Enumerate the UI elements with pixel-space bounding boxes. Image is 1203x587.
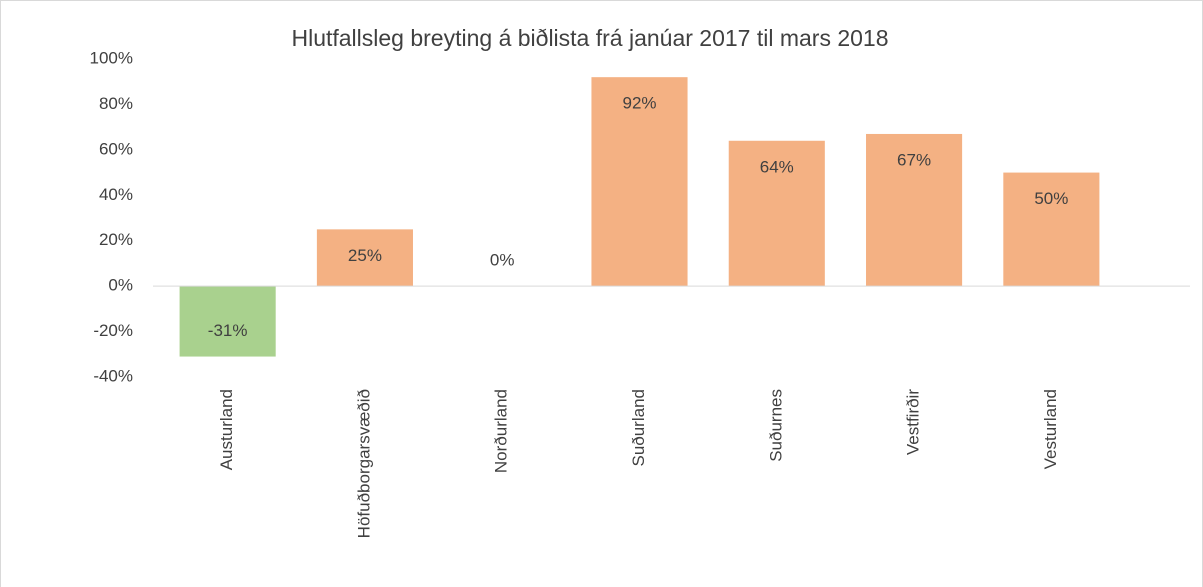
data-label: 25% [348, 246, 382, 265]
x-tick-label: Norðurland [492, 389, 511, 473]
data-label: 50% [1034, 189, 1068, 208]
y-tick-label: 100% [90, 48, 133, 67]
x-tick-label: Austurland [217, 389, 236, 470]
data-label: 0% [490, 251, 515, 270]
data-label: -31% [208, 321, 248, 340]
y-tick-label: 0% [108, 276, 133, 295]
data-label: 64% [760, 157, 794, 176]
y-tick-label: 20% [99, 230, 133, 249]
bar [316, 229, 413, 287]
y-tick-label: -20% [93, 321, 133, 340]
x-tick-label: Höfuðborgarsvæðið [354, 389, 373, 538]
y-tick-label: 80% [99, 94, 133, 113]
data-label: 67% [897, 150, 931, 169]
bar [866, 133, 963, 287]
bar [179, 286, 276, 357]
y-tick-label: 60% [99, 139, 133, 158]
bar [1003, 172, 1100, 287]
data-label: 92% [622, 94, 656, 113]
x-tick-label: Vesturland [1041, 389, 1060, 469]
x-tick-label: Vestfirðir [904, 389, 923, 455]
bar [591, 77, 688, 287]
y-tick-label: 40% [99, 185, 133, 204]
x-tick-label: Suðurland [629, 389, 648, 467]
x-tick-label: Suðurnes [766, 389, 785, 462]
y-tick-label: -40% [93, 366, 133, 385]
bar [728, 140, 825, 287]
chart-title: Hlutfallsleg breyting á biðlista frá jan… [291, 25, 888, 51]
